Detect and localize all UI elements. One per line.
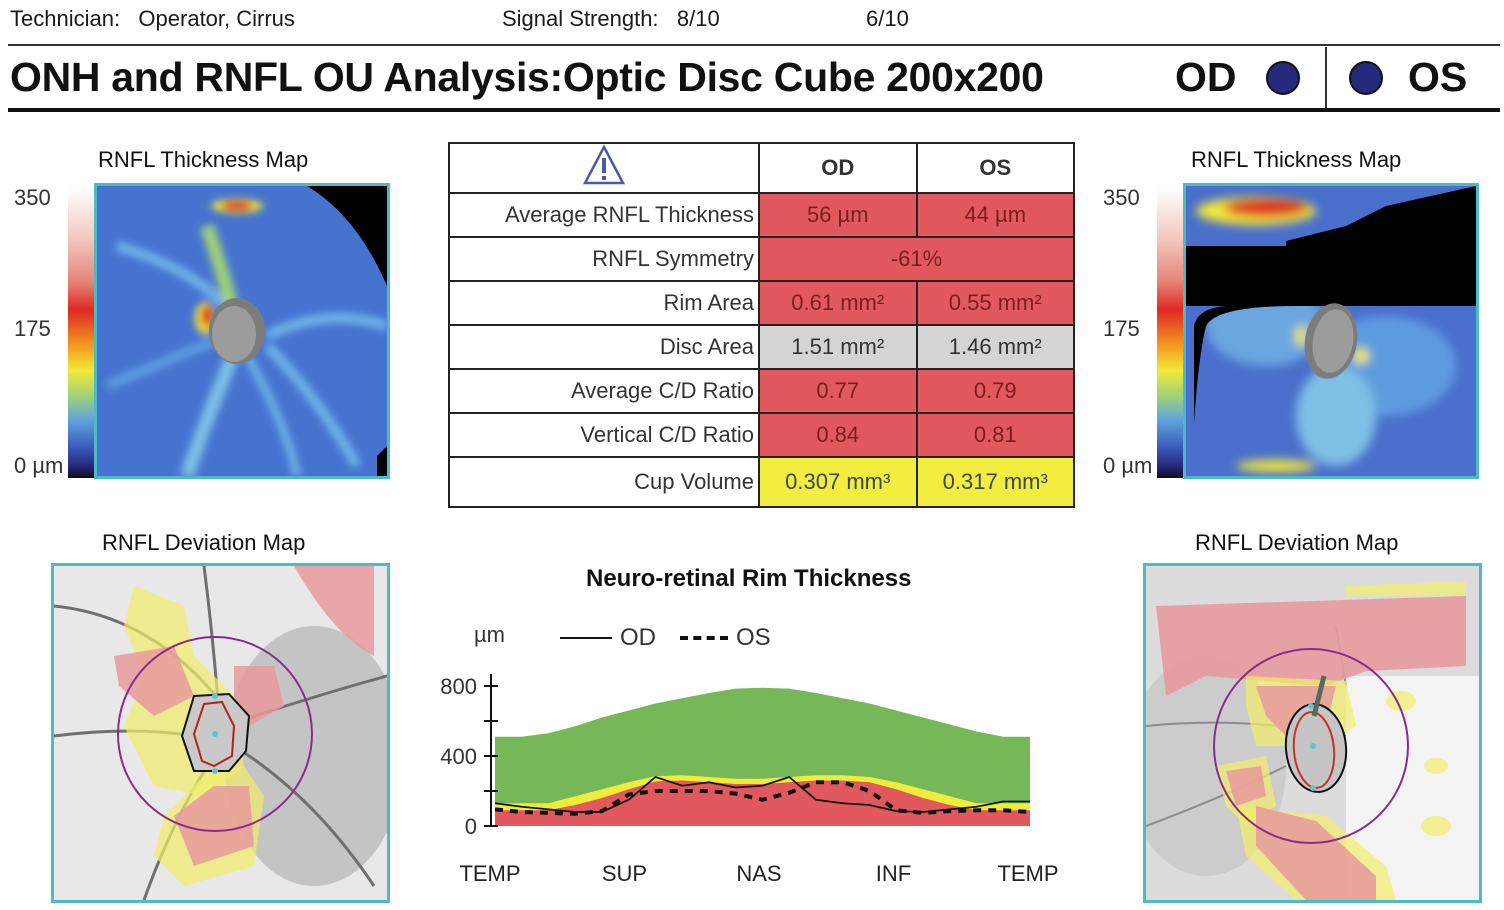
os-rnfl-thickness-map[interactable]	[1183, 183, 1479, 479]
os-thickness-colorbar	[1157, 188, 1183, 478]
legend-os-label: OS	[736, 624, 771, 651]
signal-strength-info: Signal Strength: 8/10	[502, 6, 720, 32]
signal-strength-label: Signal Strength:	[502, 6, 659, 31]
warning-cell	[448, 142, 760, 194]
legend-od-line-icon	[560, 637, 612, 639]
os-value: 0.55 mm²	[915, 280, 1075, 326]
os-deviation-map-image	[1146, 566, 1479, 900]
title-divider	[8, 108, 1500, 112]
band-outside-normal	[495, 780, 1030, 826]
row-label: Average C/D Ratio	[448, 368, 760, 414]
chart-legend: OD OS	[560, 624, 771, 652]
row-label: Rim Area	[448, 280, 760, 326]
od-rnfl-thickness-map[interactable]	[94, 183, 390, 479]
os-thickness-map-image	[1186, 186, 1476, 476]
od-rnfl-deviation-map[interactable]	[51, 563, 390, 903]
y-tick-label: 0	[465, 814, 477, 839]
x-tick-label: NAS	[736, 861, 781, 886]
header-divider	[8, 44, 1500, 46]
od-value: 0.84	[758, 412, 918, 458]
os-deviation-map-title: RNFL Deviation Map	[1195, 530, 1399, 555]
chart-title: Neuro-retinal Rim Thickness	[586, 565, 912, 592]
eye-separator	[1325, 47, 1327, 109]
technician-value: Operator, Cirrus	[138, 6, 295, 31]
x-tick-label: TEMP	[459, 861, 520, 886]
table-row: Rim Area 0.61 mm² 0.55 mm²	[448, 280, 1075, 326]
y-tick-label: 800	[440, 674, 477, 699]
signal-strength-os: 6/10	[866, 6, 909, 31]
od-thickness-colorbar	[68, 188, 94, 478]
rim-thickness-chart: 0 400 800 TEMP SUP NAS INF TEMP	[440, 674, 1059, 886]
signal-strength-od: 8/10	[676, 6, 720, 31]
os-eye-dot-icon	[1349, 61, 1383, 95]
od-value: 1.51 mm²	[758, 324, 918, 370]
od-thickness-map-image	[97, 186, 387, 476]
row-label: Disc Area	[448, 324, 760, 370]
chart-y-unit-label: µm	[474, 622, 506, 647]
os-value: 0.317 mm³	[915, 456, 1075, 508]
table-row: Cup Volume 0.307 mm³ 0.317 mm³	[448, 456, 1075, 508]
os-value: 44 µm	[915, 192, 1075, 238]
page-title: ONH and RNFL OU Analysis:Optic Disc Cube…	[10, 54, 1044, 100]
os-colorbar-min: 0 µm	[1103, 453, 1153, 478]
table-row: Vertical C/D Ratio 0.84 0.81	[448, 412, 1075, 458]
warning-triangle-icon	[582, 144, 626, 185]
od-deviation-map-image	[54, 566, 387, 900]
od-thickness-map-title: RNFL Thickness Map	[98, 147, 309, 172]
x-tick-label: SUP	[602, 861, 647, 886]
od-colorbar-max: 350	[14, 185, 51, 210]
os-value: 0.81	[915, 412, 1075, 458]
legend-od-label: OD	[620, 624, 656, 651]
row-label: Average RNFL Thickness	[448, 192, 760, 238]
series-od-line	[494, 775, 1030, 813]
os-colorbar-max: 350	[1103, 185, 1140, 210]
os-rnfl-deviation-map[interactable]	[1143, 563, 1482, 903]
os-colorbar-mid: 175	[1103, 316, 1140, 341]
od-colorbar-min: 0 µm	[14, 453, 64, 478]
x-tick-label: TEMP	[997, 861, 1058, 886]
technician-info: Technician: Operator, Cirrus	[10, 6, 295, 32]
od-colorbar-mid: 175	[14, 316, 51, 341]
table-row: Average RNFL Thickness 56 µm 44 µm	[448, 192, 1075, 238]
symmetry-value: -61%	[758, 236, 1075, 282]
row-label: RNFL Symmetry	[448, 236, 760, 282]
onh-rnfl-stats-table: OD OS Average RNFL Thickness 56 µm 44 µm…	[448, 142, 1075, 508]
od-value: 0.307 mm³	[758, 456, 918, 508]
od-value: 0.77	[758, 368, 918, 414]
od-deviation-map-title: RNFL Deviation Map	[102, 530, 306, 555]
os-value: 0.79	[915, 368, 1075, 414]
row-label: Cup Volume	[448, 456, 760, 508]
table-header-row: OD OS	[448, 142, 1075, 194]
row-label: Vertical C/D Ratio	[448, 412, 760, 458]
od-value: 56 µm	[758, 192, 918, 238]
table-row: Average C/D Ratio 0.77 0.79	[448, 368, 1075, 414]
technician-label: Technician:	[10, 6, 121, 31]
od-eye-dot-icon	[1266, 61, 1300, 95]
legend-os-dash-icon	[680, 636, 728, 640]
od-label: OD	[1175, 54, 1237, 100]
table-row: RNFL Symmetry -61%	[448, 236, 1075, 282]
column-header-od: OD	[758, 142, 918, 194]
x-tick-label: INF	[876, 861, 911, 886]
os-value: 1.46 mm²	[915, 324, 1075, 370]
table-row: Disc Area 1.51 mm² 1.46 mm²	[448, 324, 1075, 370]
column-header-os: OS	[915, 142, 1075, 194]
os-label: OS	[1408, 54, 1468, 100]
y-tick-label: 400	[440, 744, 477, 769]
series-os-line	[494, 780, 1031, 816]
os-thickness-map-title: RNFL Thickness Map	[1191, 147, 1402, 172]
od-value: 0.61 mm²	[758, 280, 918, 326]
